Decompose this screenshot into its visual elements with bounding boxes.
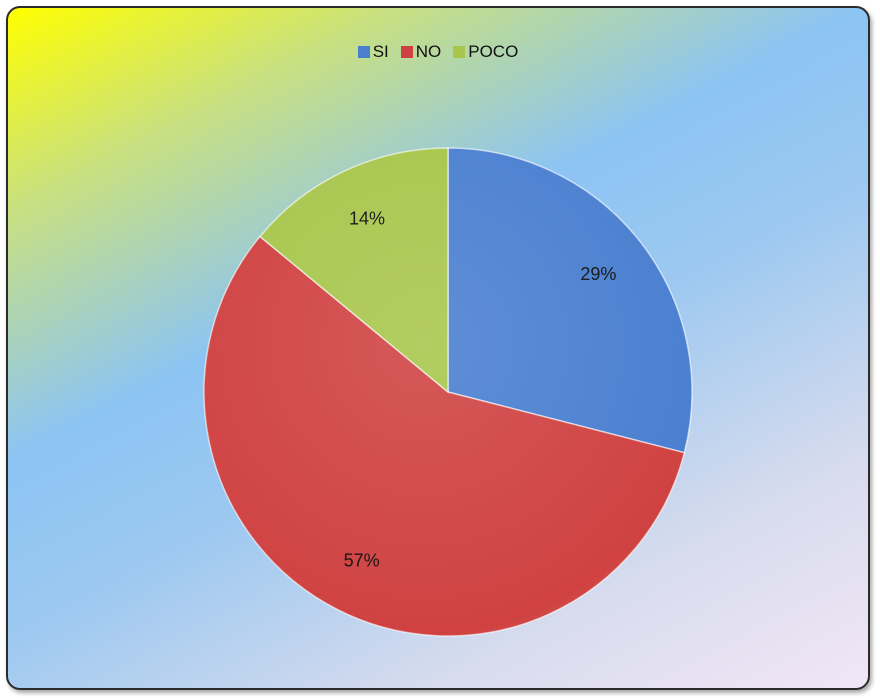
data-label: 14% [349, 209, 385, 229]
legend-label: SI [372, 42, 389, 61]
legend-item: POCO [453, 42, 518, 62]
data-label: 57% [344, 550, 380, 570]
legend-label: POCO [468, 42, 519, 61]
legend: SI NO POCO [8, 42, 868, 62]
legend-label: NO [415, 42, 442, 61]
legend-item: NO [400, 42, 442, 62]
data-label: 29% [580, 264, 616, 284]
legend-swatch [400, 46, 413, 58]
legend-swatch [357, 46, 370, 58]
legend-item: SI [357, 42, 389, 62]
legend-swatch [453, 46, 466, 58]
